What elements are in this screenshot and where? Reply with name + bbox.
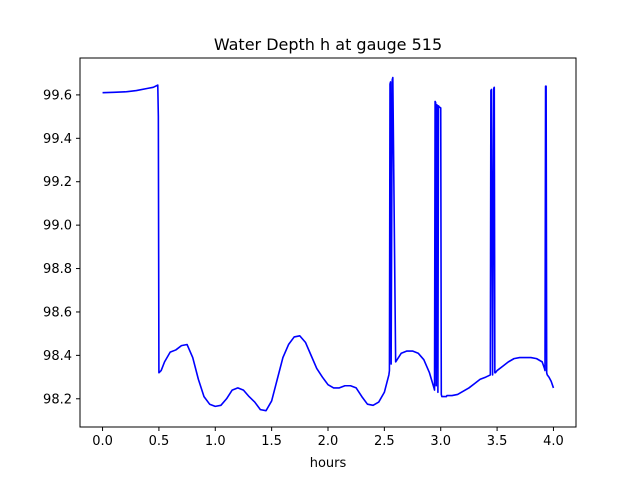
y-tick-label: 99.2 (43, 175, 72, 190)
y-tick-label: 98.2 (43, 392, 72, 407)
y-tick-label: 98.6 (43, 305, 72, 320)
plot-frame (79, 57, 577, 428)
x-tick-label: 0.5 (149, 434, 170, 449)
x-tick-label: 1.0 (205, 434, 226, 449)
y-tick-label: 98.4 (43, 349, 72, 364)
x-tick-label: 3.5 (487, 434, 508, 449)
plot-area (79, 57, 577, 428)
x-tick-label: 2.5 (374, 434, 395, 449)
y-tick-label: 99.0 (43, 219, 72, 234)
y-axis: 98.2 98.4 98.6 98.8 99.0 99.2 99.4 99.6 (43, 88, 80, 407)
series-line-0 (102, 76, 555, 412)
y-tick-label: 98.8 (43, 262, 72, 277)
x-axis-label: hours (310, 456, 347, 471)
x-tick-label: 2.0 (318, 434, 339, 449)
x-tick-label: 1.5 (261, 434, 282, 449)
x-tick-label: 3.0 (430, 434, 451, 449)
x-axis: 0.0 0.5 1.0 1.5 2.0 2.5 3.0 3.5 4.0 (92, 427, 564, 449)
chart-title: Water Depth h at gauge 515 (214, 35, 442, 54)
y-tick-label: 99.6 (43, 88, 72, 103)
x-tick-label: 4.0 (543, 434, 564, 449)
x-tick-label: 0.0 (92, 434, 113, 449)
y-tick-label: 99.4 (43, 132, 72, 147)
